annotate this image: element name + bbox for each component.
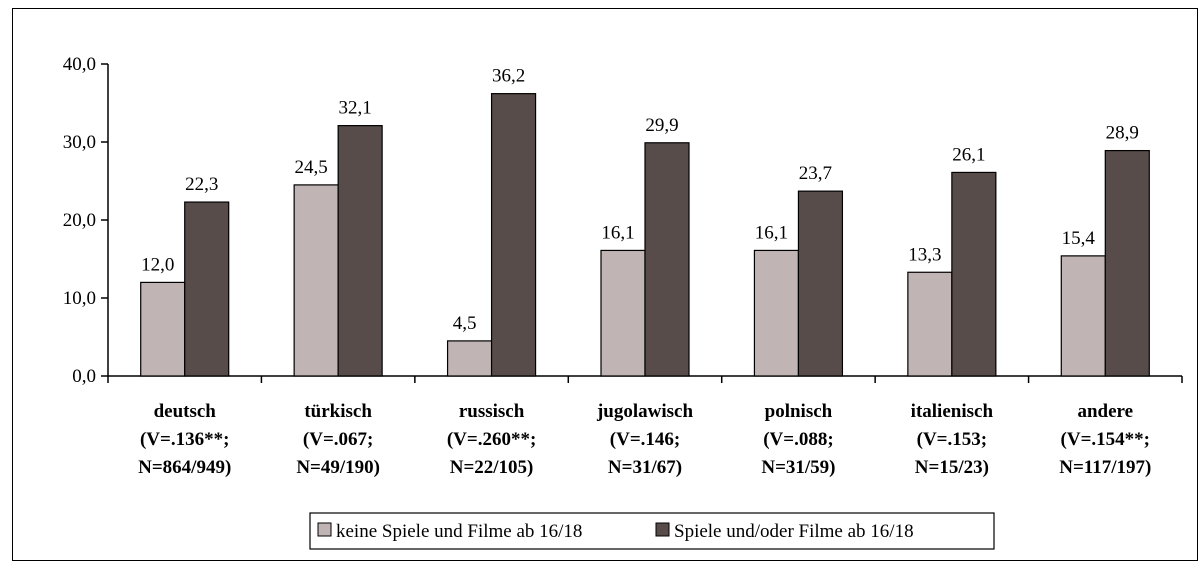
y-tick-label: 0,0 bbox=[72, 366, 96, 387]
bar-keine-5 bbox=[907, 271, 953, 377]
y-tick-label: 30,0 bbox=[63, 132, 96, 153]
legend-swatch-0 bbox=[317, 522, 332, 537]
category-label: (V=.153; bbox=[917, 429, 987, 450]
data-label: 32,1 bbox=[339, 98, 372, 119]
data-label: 28,9 bbox=[1106, 123, 1139, 144]
y-tick-label: 20,0 bbox=[63, 210, 96, 231]
bar-spiele-4 bbox=[797, 190, 844, 377]
category-label: (V=.154**; bbox=[1061, 429, 1150, 450]
category-label: (V=.088; bbox=[763, 429, 833, 450]
data-label: 4,5 bbox=[453, 313, 477, 334]
bar-keine-4 bbox=[753, 249, 800, 377]
data-label: 29,9 bbox=[645, 115, 678, 136]
category-label: N=22/105) bbox=[450, 457, 534, 478]
category-label: italienisch bbox=[911, 401, 994, 422]
category-label: (V=.136**; bbox=[140, 429, 229, 450]
category-label: jugolawisch bbox=[596, 401, 694, 422]
bar-keine-1 bbox=[293, 184, 339, 377]
category-label: N=117/197) bbox=[1059, 457, 1151, 478]
data-label: 22,3 bbox=[185, 174, 218, 195]
data-label: 12,0 bbox=[141, 254, 174, 275]
category-label: (V=.260**; bbox=[447, 429, 536, 450]
data-label: 13,3 bbox=[908, 244, 941, 265]
category-label: türkisch bbox=[304, 401, 372, 422]
category-label: N=31/67) bbox=[608, 457, 682, 478]
data-label: 24,5 bbox=[295, 157, 328, 178]
category-label: N=49/190) bbox=[296, 457, 380, 478]
category-label: (V=.067; bbox=[303, 429, 373, 450]
bar-spiele-6 bbox=[1104, 149, 1150, 377]
bar-spiele-2 bbox=[490, 93, 537, 377]
y-tick-label: 10,0 bbox=[63, 288, 96, 309]
category-label: N=31/59) bbox=[761, 457, 835, 478]
data-label: 36,2 bbox=[492, 66, 525, 87]
data-label: 16,1 bbox=[755, 222, 788, 243]
y-tick-label: 40,0 bbox=[63, 54, 96, 75]
bar-keine-6 bbox=[1060, 255, 1106, 377]
data-label: 26,1 bbox=[952, 144, 985, 165]
bar-spiele-5 bbox=[951, 171, 997, 377]
bar-keine-0 bbox=[140, 281, 186, 377]
category-label: N=15/23) bbox=[915, 457, 989, 478]
bar-keine-3 bbox=[600, 249, 646, 377]
category-label: andere bbox=[1077, 401, 1133, 422]
bar-spiele-1 bbox=[337, 125, 383, 377]
bar-keine-2 bbox=[446, 340, 493, 377]
category-label: deutsch bbox=[154, 401, 217, 422]
data-label: 16,1 bbox=[601, 222, 634, 243]
legend-label: keine Spiele und Filme ab 16/18 bbox=[336, 521, 582, 542]
category-label: russisch bbox=[459, 401, 525, 422]
legend-label: Spiele und/oder Filme ab 16/18 bbox=[674, 521, 914, 542]
bar-spiele-3 bbox=[644, 142, 690, 377]
category-label: polnisch bbox=[765, 401, 833, 422]
legend-box bbox=[309, 512, 995, 550]
data-label: 23,7 bbox=[799, 163, 832, 184]
legend-swatch-1 bbox=[655, 522, 670, 537]
data-label: 15,4 bbox=[1062, 228, 1096, 249]
category-label: (V=.146; bbox=[610, 429, 680, 450]
bar-spiele-0 bbox=[184, 201, 230, 377]
category-label: N=864/949) bbox=[138, 457, 231, 478]
